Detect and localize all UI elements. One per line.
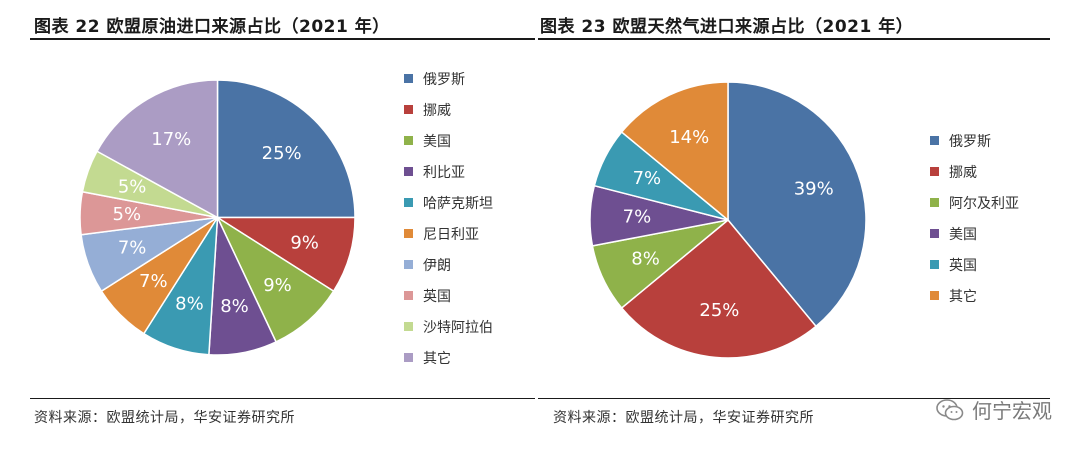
legend-swatch (930, 167, 939, 176)
legend-item-沙特阿拉伯: 沙特阿拉伯 (404, 311, 493, 342)
slice-label-利比亚: 8% (220, 296, 249, 317)
slice-label-俄罗斯: 25% (262, 143, 302, 164)
slice-label-尼日利亚: 7% (139, 271, 168, 292)
slice-label-阿尔及利亚: 8% (631, 248, 660, 269)
legend-swatch (404, 291, 413, 300)
legend-label: 英国 (423, 288, 451, 305)
legend-item-哈萨克斯坦: 哈萨克斯坦 (404, 187, 493, 218)
pie-slice-其它 (95, 79, 219, 219)
slice-label-美国: 9% (263, 275, 292, 296)
legend-label: 尼日利亚 (423, 226, 479, 243)
legend-swatch (404, 136, 413, 145)
right-pie-chart: 39% 25% 8% 7% 7% 14% (589, 81, 867, 359)
pie-slice-挪威 (620, 218, 818, 359)
legend-label: 挪威 (423, 102, 451, 119)
legend-swatch (404, 167, 413, 176)
watermark-text: 何宁宏观 (972, 399, 1052, 423)
legend-item-俄罗斯: 俄罗斯 (930, 125, 1019, 156)
legend-swatch (930, 136, 939, 145)
legend-item-挪威: 挪威 (404, 94, 493, 125)
slice-label-俄罗斯: 39% (794, 179, 834, 200)
right-chart-title: 图表 23 欧盟天然气进口来源占比（2021 年） (540, 17, 914, 37)
right-legend: 俄罗斯挪威阿尔及利亚美国英国其它 (930, 125, 1019, 311)
left-source-divider (30, 398, 535, 399)
slice-label-沙特阿拉伯: 5% (118, 176, 147, 197)
left-pie-chart: 25% 9% 9% 8% 8% 7% 7% 5% 5% 17% (79, 79, 356, 356)
slice-label-哈萨克斯坦: 8% (175, 293, 204, 314)
pie-slice-其它 (620, 81, 729, 222)
legend-swatch (930, 198, 939, 207)
legend-item-其它: 其它 (404, 342, 493, 373)
watermark: 何宁宏观 (936, 395, 1052, 424)
legend-swatch (930, 229, 939, 238)
legend-label: 阿尔及利亚 (949, 195, 1019, 212)
legend-item-俄罗斯: 俄罗斯 (404, 63, 493, 94)
slice-label-其它: 17% (151, 129, 191, 150)
legend-swatch (404, 353, 413, 362)
legend-swatch (404, 322, 413, 331)
legend-label: 其它 (423, 350, 451, 367)
right-source-note: 资料来源：欧盟统计局，华安证券研究所 (553, 410, 814, 426)
legend-item-挪威: 挪威 (930, 156, 1019, 187)
legend-swatch (404, 260, 413, 269)
legend-item-美国: 美国 (404, 125, 493, 156)
legend-item-利比亚: 利比亚 (404, 156, 493, 187)
legend-item-阿尔及利亚: 阿尔及利亚 (930, 187, 1019, 218)
right-chart-panel: 图表 23 欧盟天然气进口来源占比（2021 年） 39% 25% 8% 7% 7% 14… (538, 0, 1080, 456)
legend-swatch (404, 105, 413, 114)
slice-label-英国: 7% (633, 168, 662, 189)
legend-item-英国: 英国 (930, 249, 1019, 280)
legend-swatch (930, 291, 939, 300)
legend-item-其它: 其它 (930, 280, 1019, 311)
legend-swatch (404, 198, 413, 207)
right-source-divider (538, 398, 1050, 399)
legend-item-英国: 英国 (404, 280, 493, 311)
legend-label: 美国 (949, 226, 977, 243)
slice-label-其它: 14% (669, 127, 709, 148)
legend-label: 伊朗 (423, 257, 451, 274)
right-title-divider (538, 38, 1050, 40)
legend-item-伊朗: 伊朗 (404, 249, 493, 280)
left-chart-title: 图表 22 欧盟原油进口来源占比（2021 年） (34, 17, 390, 37)
slice-label-挪威: 25% (699, 300, 739, 321)
legend-label: 挪威 (949, 164, 977, 181)
legend-label: 美国 (423, 133, 451, 150)
left-title-divider (30, 38, 535, 40)
legend-swatch (404, 74, 413, 83)
legend-label: 哈萨克斯坦 (423, 195, 493, 212)
legend-label: 俄罗斯 (423, 71, 465, 88)
left-source-note: 资料来源：欧盟统计局，华安证券研究所 (34, 410, 295, 426)
left-legend: 俄罗斯挪威美国利比亚哈萨克斯坦尼日利亚伊朗英国沙特阿拉伯其它 (404, 63, 493, 373)
legend-swatch (404, 229, 413, 238)
legend-label: 俄罗斯 (949, 133, 991, 150)
slice-label-伊朗: 7% (118, 238, 147, 259)
legend-label: 利比亚 (423, 164, 465, 181)
legend-label: 英国 (949, 257, 977, 274)
left-chart-panel: 图表 22 欧盟原油进口来源占比（2021 年） 25% 9% 9% 8% 8% 7% 7%… (30, 17, 535, 426)
legend-item-尼日利亚: 尼日利亚 (404, 218, 493, 249)
legend-swatch (930, 260, 939, 269)
slice-label-英国: 5% (113, 204, 142, 225)
slice-label-美国: 7% (623, 207, 652, 228)
legend-item-美国: 美国 (930, 218, 1019, 249)
pie-slice-俄罗斯 (727, 81, 867, 328)
legend-label: 其它 (949, 288, 977, 305)
legend-label: 沙特阿拉伯 (423, 319, 493, 336)
pie-slice-俄罗斯 (216, 79, 356, 219)
slice-label-挪威: 9% (290, 232, 319, 253)
wechat-icon (936, 398, 964, 420)
